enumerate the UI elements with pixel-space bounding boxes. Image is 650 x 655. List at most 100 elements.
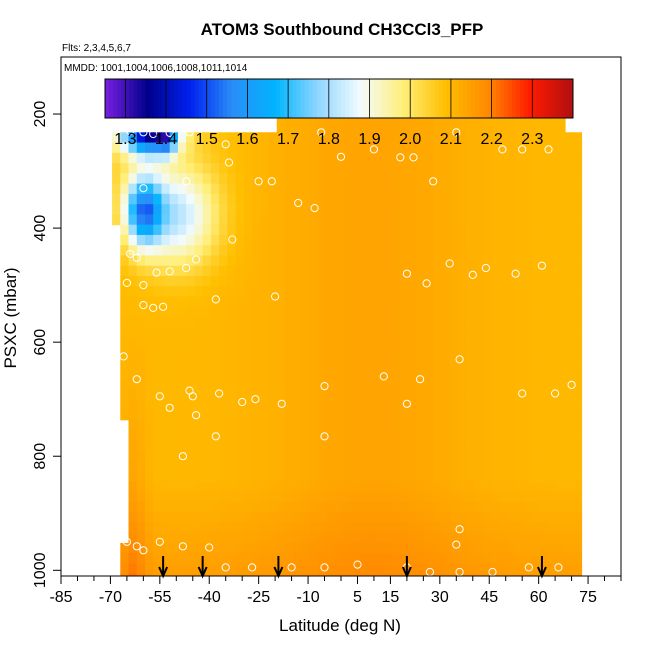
heatmap-cell	[441, 204, 451, 216]
heatmap-cell	[342, 183, 352, 195]
heatmap-cell	[252, 245, 261, 257]
heatmap-cell	[227, 491, 237, 503]
heatmap-cell	[285, 419, 294, 431]
heatmap-cell	[326, 286, 336, 298]
colorbar-segment	[247, 79, 252, 118]
heatmap-cell	[219, 471, 228, 482]
heatmap-cell	[375, 204, 385, 216]
heatmap-cell	[565, 214, 574, 226]
heatmap-cell	[359, 368, 368, 380]
heatmap-cell	[235, 132, 245, 144]
heatmap-cell	[532, 317, 541, 328]
heatmap-cell	[507, 532, 517, 544]
heatmap-cell	[128, 347, 138, 359]
heatmap-cell	[235, 522, 245, 534]
heatmap-cell	[573, 347, 583, 359]
heatmap-cell	[490, 296, 500, 308]
colorbar-segment	[345, 79, 350, 118]
x-tick-label: 45	[480, 589, 498, 606]
heatmap-cell	[556, 317, 566, 328]
heatmap-cell	[425, 204, 434, 216]
heatmap-cell	[392, 573, 401, 576]
heatmap-cell	[383, 501, 393, 513]
flights-subtitle: Flts: 2,3,4,5,6,7	[62, 43, 131, 54]
heatmap-cell	[227, 224, 237, 236]
flight-point	[567, 380, 576, 389]
heatmap-cell	[523, 358, 533, 369]
heatmap-cell	[573, 173, 583, 185]
heatmap-cell	[227, 358, 237, 369]
heatmap-cell	[194, 163, 204, 174]
heatmap-cell	[449, 471, 459, 482]
heatmap-cell	[145, 388, 154, 400]
heatmap-cell	[268, 388, 278, 400]
heatmap-cell	[202, 224, 212, 236]
heatmap-cell	[474, 234, 484, 246]
heatmap-cell	[540, 214, 550, 226]
heatmap-cell	[416, 471, 426, 482]
heatmap-cell	[120, 563, 130, 575]
heatmap-cell	[210, 460, 220, 472]
heatmap-cell	[268, 358, 278, 369]
heatmap-cell	[227, 430, 237, 441]
heatmap-cell	[285, 450, 294, 462]
heatmap-cell	[243, 512, 253, 523]
heatmap-cell	[334, 573, 344, 576]
heatmap-cell	[408, 327, 418, 339]
heatmap-cell	[441, 573, 451, 576]
heatmap-cell	[268, 306, 278, 318]
heatmap-cell	[169, 522, 179, 534]
heatmap-cell	[268, 553, 278, 565]
heatmap-cell	[268, 563, 278, 575]
heatmap-cell	[523, 347, 533, 359]
heatmap-cell	[400, 286, 410, 298]
heatmap-cell	[317, 553, 327, 565]
heatmap-cell	[210, 337, 220, 349]
heatmap-cell	[507, 337, 517, 349]
heatmap-cell	[293, 563, 303, 575]
heatmap-cell	[425, 163, 434, 174]
heatmap-cell	[334, 347, 344, 359]
heatmap-cell	[532, 193, 541, 205]
heatmap-cell	[573, 440, 583, 452]
heatmap-cell	[507, 573, 517, 576]
heatmap-cell	[268, 337, 278, 349]
colorbar-segment	[153, 79, 159, 118]
heatmap-cell	[145, 553, 154, 565]
heatmap-cell	[202, 501, 212, 513]
heatmap-cell	[177, 163, 187, 174]
heatmap-cell	[276, 296, 286, 308]
heatmap-cell	[359, 542, 368, 554]
heatmap-cell	[317, 255, 327, 267]
heatmap-cell	[540, 327, 550, 339]
heatmap-cell	[136, 419, 146, 431]
colorbar-segment	[255, 79, 261, 118]
heatmap-cell	[367, 542, 377, 554]
heatmap-cell	[243, 163, 253, 174]
heatmap-cell	[186, 265, 196, 277]
heatmap-cell	[408, 142, 418, 154]
heatmap-cell	[359, 491, 368, 503]
heatmap-cell	[507, 327, 517, 339]
heatmap-cell	[392, 317, 401, 328]
heatmap-cell	[556, 430, 566, 441]
heatmap-cell	[383, 563, 393, 575]
flight-point	[267, 177, 276, 186]
heatmap-cell	[540, 542, 550, 554]
heatmap-cell	[350, 255, 360, 267]
heatmap-cell	[285, 481, 294, 493]
heatmap-cell	[194, 378, 204, 390]
heatmap-cell	[392, 132, 401, 144]
heatmap-cell	[293, 471, 303, 482]
flight-point	[178, 542, 187, 551]
heatmap-cell	[474, 204, 484, 216]
heatmap-cell	[210, 553, 220, 565]
heatmap-cell	[474, 286, 484, 298]
heatmap-cell	[408, 573, 418, 576]
heatmap-cell	[457, 255, 467, 267]
heatmap-cell	[573, 255, 583, 267]
heatmap-cell	[474, 430, 484, 441]
heatmap-cell	[466, 255, 476, 267]
heatmap-cell	[194, 327, 204, 339]
heatmap-cell	[260, 388, 270, 400]
